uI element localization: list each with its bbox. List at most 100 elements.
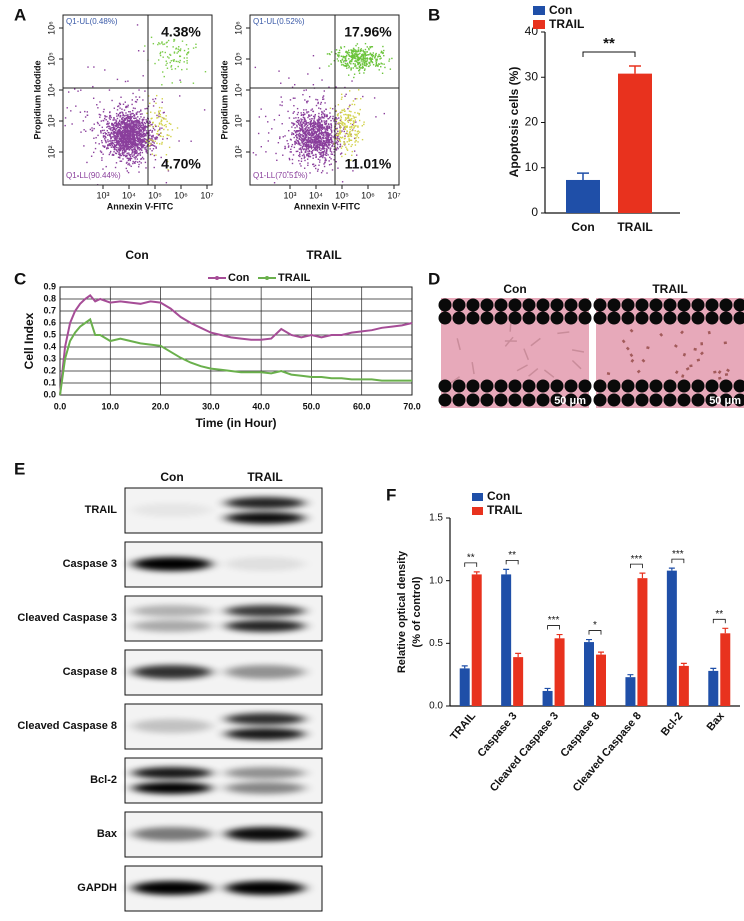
event-dot [344,119,346,121]
event-dot [109,118,111,121]
panel-label: A [14,5,26,24]
event-dot [112,128,115,131]
event-dot [302,129,304,131]
event-dot [133,153,135,155]
event-dot [116,78,119,81]
event-dot [139,140,142,142]
event-dot [320,155,323,158]
plot-frame [249,14,400,186]
event-dot [127,117,130,120]
event-dot [291,122,293,124]
event-dot [370,59,372,62]
event-dot [108,133,111,136]
mask-dot [550,393,564,407]
quadrant-percent: 17.96% [344,24,392,40]
event-dot [203,109,206,111]
cell [717,370,722,375]
event-dot [141,134,143,136]
event-dot [127,124,129,126]
event-dot [118,153,120,155]
event-dot [301,134,304,136]
event-dot [123,129,125,131]
event-dot [128,153,130,156]
event-dot [325,131,327,134]
event-dot [303,125,306,127]
event-dot [308,144,310,146]
event-dot [186,53,188,56]
event-dot [349,104,351,106]
event-dot [132,139,135,142]
event-dot [179,95,181,97]
event-dot [354,144,357,146]
event-dot [121,118,123,120]
panel-label: C [14,269,26,288]
mask-dot [649,379,663,393]
event-dot [300,160,303,162]
event-dot [135,112,138,114]
event-dot [154,140,156,142]
event-dot [300,125,303,128]
event-dot [304,124,306,126]
event-dot [322,148,324,150]
event-dot [313,120,315,122]
event-dot [316,170,319,172]
x-tick-label: 0.0 [54,401,67,411]
event-dot [121,140,124,143]
event-dot [156,142,158,144]
event-dot [129,138,131,141]
event-dot [141,141,144,144]
event-dot [313,142,315,144]
event-dot [355,55,358,58]
event-dot [163,111,165,114]
event-dot [143,50,145,52]
event-dot [320,126,323,129]
event-dot [125,155,128,158]
event-dot [115,120,118,122]
event-dot [127,106,129,108]
event-dot [324,152,327,154]
event-dot [313,165,315,168]
event-dot [320,120,323,122]
event-dot [161,84,163,86]
event-dot [380,57,382,59]
event-dot [361,55,363,58]
legend-swatch [533,6,545,15]
event-dot [314,164,317,167]
event-dot [354,98,356,100]
event-dot [162,138,164,140]
event-dot [129,113,131,115]
event-dot [342,128,345,130]
event-dot [131,130,133,132]
event-dot [310,141,312,144]
event-dot [293,104,295,107]
significance-bracket [712,618,726,624]
event-dot [355,137,357,139]
x-tick-label: 10⁷ [200,190,213,200]
event-dot [144,132,146,135]
event-dot [93,127,95,130]
event-dot [111,122,113,125]
event-dot [319,136,321,139]
y-axis-title: Cell Index [22,312,36,369]
event-dot [181,40,184,42]
event-dot [383,63,385,65]
y-tick-label: 10⁴ [233,83,243,97]
event-dot [131,149,133,151]
event-dot [304,99,306,101]
event-dot [350,60,352,63]
event-dot [124,139,126,141]
event-dot [128,146,130,148]
cell [680,330,684,335]
event-dot [138,141,141,144]
event-dot [305,148,307,151]
event-dot [148,138,151,141]
event-dot [360,97,362,100]
event-dot [353,116,356,118]
mask-dot [663,379,677,393]
mask-dot [691,393,705,407]
event-dot [308,123,310,125]
event-dot [363,121,365,123]
quadrant-percent: 4.70% [161,156,201,172]
significance-label: ** [508,550,516,561]
event-dot [87,66,89,68]
